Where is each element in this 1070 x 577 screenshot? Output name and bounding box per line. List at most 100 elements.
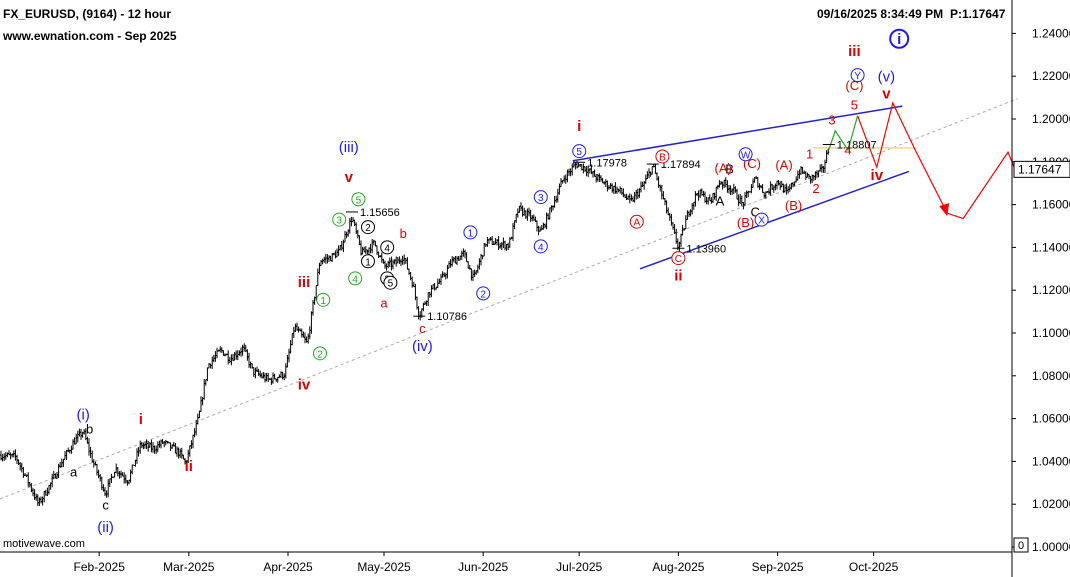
svg-text:2: 2 — [317, 349, 323, 360]
svg-text:1.06000: 1.06000 — [1032, 412, 1070, 426]
circled-wave-label: 3 — [332, 212, 347, 227]
svg-text:1.24000: 1.24000 — [1032, 26, 1070, 40]
circled-wave-label: 5 — [351, 192, 366, 207]
svg-text:3: 3 — [538, 193, 544, 204]
svg-text:1.10000: 1.10000 — [1032, 326, 1070, 340]
svg-text:1.20000: 1.20000 — [1032, 112, 1070, 126]
candle — [827, 147, 830, 155]
circled-wave-label: 4 — [348, 271, 363, 286]
circled-wave-label: B — [655, 149, 670, 164]
circled-wave-label: 2 — [361, 220, 375, 235]
axis-scroll-button[interactable]: 0 — [1013, 537, 1029, 553]
svg-text:C: C — [675, 254, 682, 265]
circled-wave-label: 1 — [316, 292, 331, 307]
svg-text:3: 3 — [336, 216, 342, 227]
y-tick: 1.14000 — [1012, 240, 1070, 254]
price-note: 1.15656 — [346, 207, 400, 219]
watermark: motivewave.com — [3, 538, 85, 550]
price-note: 1.10786 — [413, 311, 467, 323]
circled-wave-label: 4 — [380, 240, 395, 255]
svg-text:1: 1 — [320, 296, 326, 307]
wave-label: (B) — [737, 215, 754, 230]
midline-dashed — [0, 98, 1018, 500]
price-note: 1.13960 — [672, 243, 726, 255]
svg-text:2: 2 — [365, 223, 371, 234]
wave-label: (A) — [775, 157, 792, 172]
x-tick: Jun-2025 — [458, 552, 509, 574]
svg-text:1.22000: 1.22000 — [1032, 69, 1070, 83]
svg-text:Mar-2025: Mar-2025 — [163, 560, 215, 574]
wave-label: v — [882, 86, 891, 103]
y-tick: 1.20000 — [1012, 112, 1070, 126]
channel-upper-line — [572, 105, 903, 162]
svg-text:1.02000: 1.02000 — [1032, 497, 1070, 511]
wave-label: iv — [298, 377, 311, 394]
wave-label: C — [751, 204, 760, 219]
projection-green — [828, 115, 859, 152]
svg-text:1.12000: 1.12000 — [1032, 283, 1070, 297]
wave-label: iii — [298, 274, 311, 291]
svg-text:4: 4 — [384, 243, 390, 254]
y-tick: 1.10000 — [1012, 326, 1070, 340]
svg-text:4: 4 — [352, 274, 358, 285]
circled-wave-label: A — [629, 214, 644, 229]
y-tick: 1.24000 — [1012, 26, 1070, 40]
circled-wave-label: Y — [850, 68, 865, 83]
wave-label: i — [577, 118, 581, 135]
wave-label: b — [400, 226, 407, 241]
circled-wave-label: 4 — [533, 239, 548, 254]
svg-text:5: 5 — [576, 147, 582, 158]
y-tick: 1.16000 — [1012, 198, 1070, 212]
wave-label: iv — [871, 167, 884, 184]
svg-text:1.15656: 1.15656 — [360, 207, 400, 219]
price-note: 1.17894 — [646, 159, 701, 171]
svg-text:1.08000: 1.08000 — [1032, 369, 1070, 383]
chart-symbol-title: FX_EURUSD, (9164) - 12 hour — [3, 7, 171, 21]
price-note: 1.18807 — [822, 140, 877, 152]
svg-text:Jul-2025: Jul-2025 — [556, 560, 602, 574]
y-tick: 1.06000 — [1012, 412, 1070, 426]
svg-text:Aug-2025: Aug-2025 — [652, 560, 704, 574]
svg-text:X: X — [758, 216, 765, 227]
svg-text:5: 5 — [388, 279, 394, 290]
y-tick: 1.04000 — [1012, 454, 1070, 468]
circled-wave-label: 5 — [572, 144, 587, 159]
svg-text:1.17978: 1.17978 — [587, 157, 627, 169]
wave-label: (iv) — [412, 338, 433, 355]
svg-text:0: 0 — [1018, 540, 1024, 552]
chart-price-readout: P:1.17647 — [950, 7, 1006, 21]
wave-label: 4 — [844, 142, 851, 157]
circled-wave-label: 2 — [313, 346, 327, 361]
y-tick: 1.22000 — [1012, 69, 1070, 83]
svg-text:May-2025: May-2025 — [357, 560, 411, 574]
wave-label: (A) — [715, 161, 732, 176]
svg-text:1.04000: 1.04000 — [1032, 454, 1070, 468]
x-tick: Mar-2025 — [163, 552, 215, 574]
current-price-flag: 1.17647 — [1013, 160, 1070, 178]
svg-text:1.17647: 1.17647 — [1018, 162, 1062, 176]
svg-text:Apr-2025: Apr-2025 — [263, 560, 313, 574]
x-tick: Sep-2025 — [752, 552, 804, 574]
y-tick: 1.12000 — [1012, 283, 1070, 297]
wave-label: (iii) — [339, 139, 359, 156]
circled-wave-label: 1 — [361, 254, 375, 269]
chart-site-subtitle: www.ewnation.com - Sep 2025 — [2, 29, 177, 43]
y-tick: 1.02000 — [1012, 497, 1070, 511]
wave-label: 3 — [828, 112, 835, 127]
x-tick: Apr-2025 — [263, 552, 313, 574]
svg-text:Y: Y — [854, 71, 861, 82]
chart-timestamp: 09/16/2025 8:34:49 PM — [817, 7, 943, 21]
wave-label: B — [725, 162, 734, 177]
wave-label: (B) — [785, 198, 802, 213]
y-tick: 1.08000 — [1012, 369, 1070, 383]
svg-text:1.13960: 1.13960 — [686, 243, 726, 255]
svg-text:1.10786: 1.10786 — [427, 311, 467, 323]
wave-label: a — [70, 464, 78, 479]
svg-text:A: A — [633, 218, 640, 229]
wave-label: b — [86, 422, 93, 437]
x-tick: Feb-2025 — [74, 552, 126, 574]
svg-text:Feb-2025: Feb-2025 — [74, 560, 126, 574]
wave-label: iii — [848, 43, 861, 60]
